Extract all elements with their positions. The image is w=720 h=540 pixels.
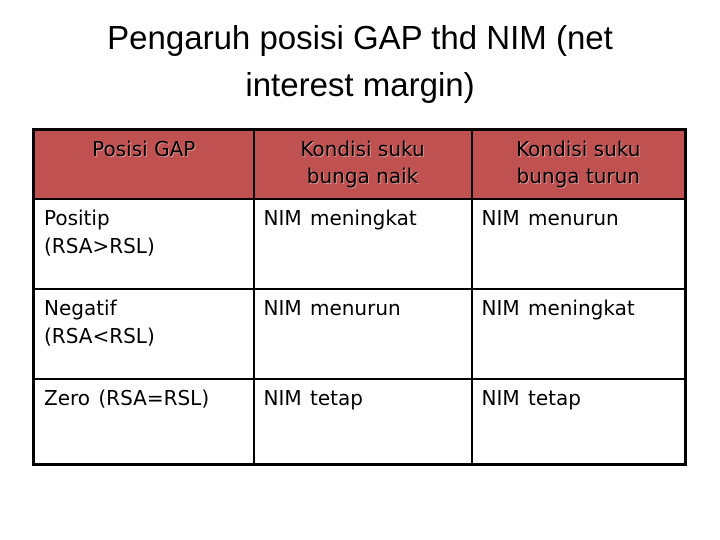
slide-title: Pengaruh posisi GAP thd NIM (net interes… xyxy=(107,19,613,103)
table-row-negatif: Negatif (RSA<RSL) NIM menurun NIM mening… xyxy=(32,287,687,380)
gap-nim-table: Posisi GAP Kondisi suku bunga naik Kondi… xyxy=(32,128,687,466)
table-cell-positip-turun: NIM menurun xyxy=(470,197,687,290)
header-posisi-gap: Posisi GAP xyxy=(32,128,255,200)
table-cell-zero-turun: NIM tetap xyxy=(470,377,687,466)
table-row-positip: Positip (RSA>RSL) NIM meningkat NIM menu… xyxy=(32,197,687,290)
table-row-zero: Zero (RSA=RSL) NIM tetap NIM tetap xyxy=(32,377,687,466)
table-cell-negatif-turun: NIM meningkat xyxy=(470,287,687,380)
header-kondisi-suku-bunga-naik: Kondisi suku bunga naik xyxy=(252,128,473,200)
table-cell-position-negatif: Negatif (RSA<RSL) xyxy=(32,287,255,380)
table-cell-position-positip: Positip (RSA>RSL) xyxy=(32,197,255,290)
table-cell-position-zero: Zero (RSA=RSL) xyxy=(32,377,255,466)
table-header-row: Posisi GAP Kondisi suku bunga naik Kondi… xyxy=(32,128,687,200)
table-cell-negatif-naik: NIM menurun xyxy=(252,287,473,380)
table-cell-zero-naik: NIM tetap xyxy=(252,377,473,466)
table-cell-positip-naik: NIM meningkat xyxy=(252,197,473,290)
header-kondisi-suku-bunga-turun: Kondisi suku bunga turun xyxy=(470,128,687,200)
